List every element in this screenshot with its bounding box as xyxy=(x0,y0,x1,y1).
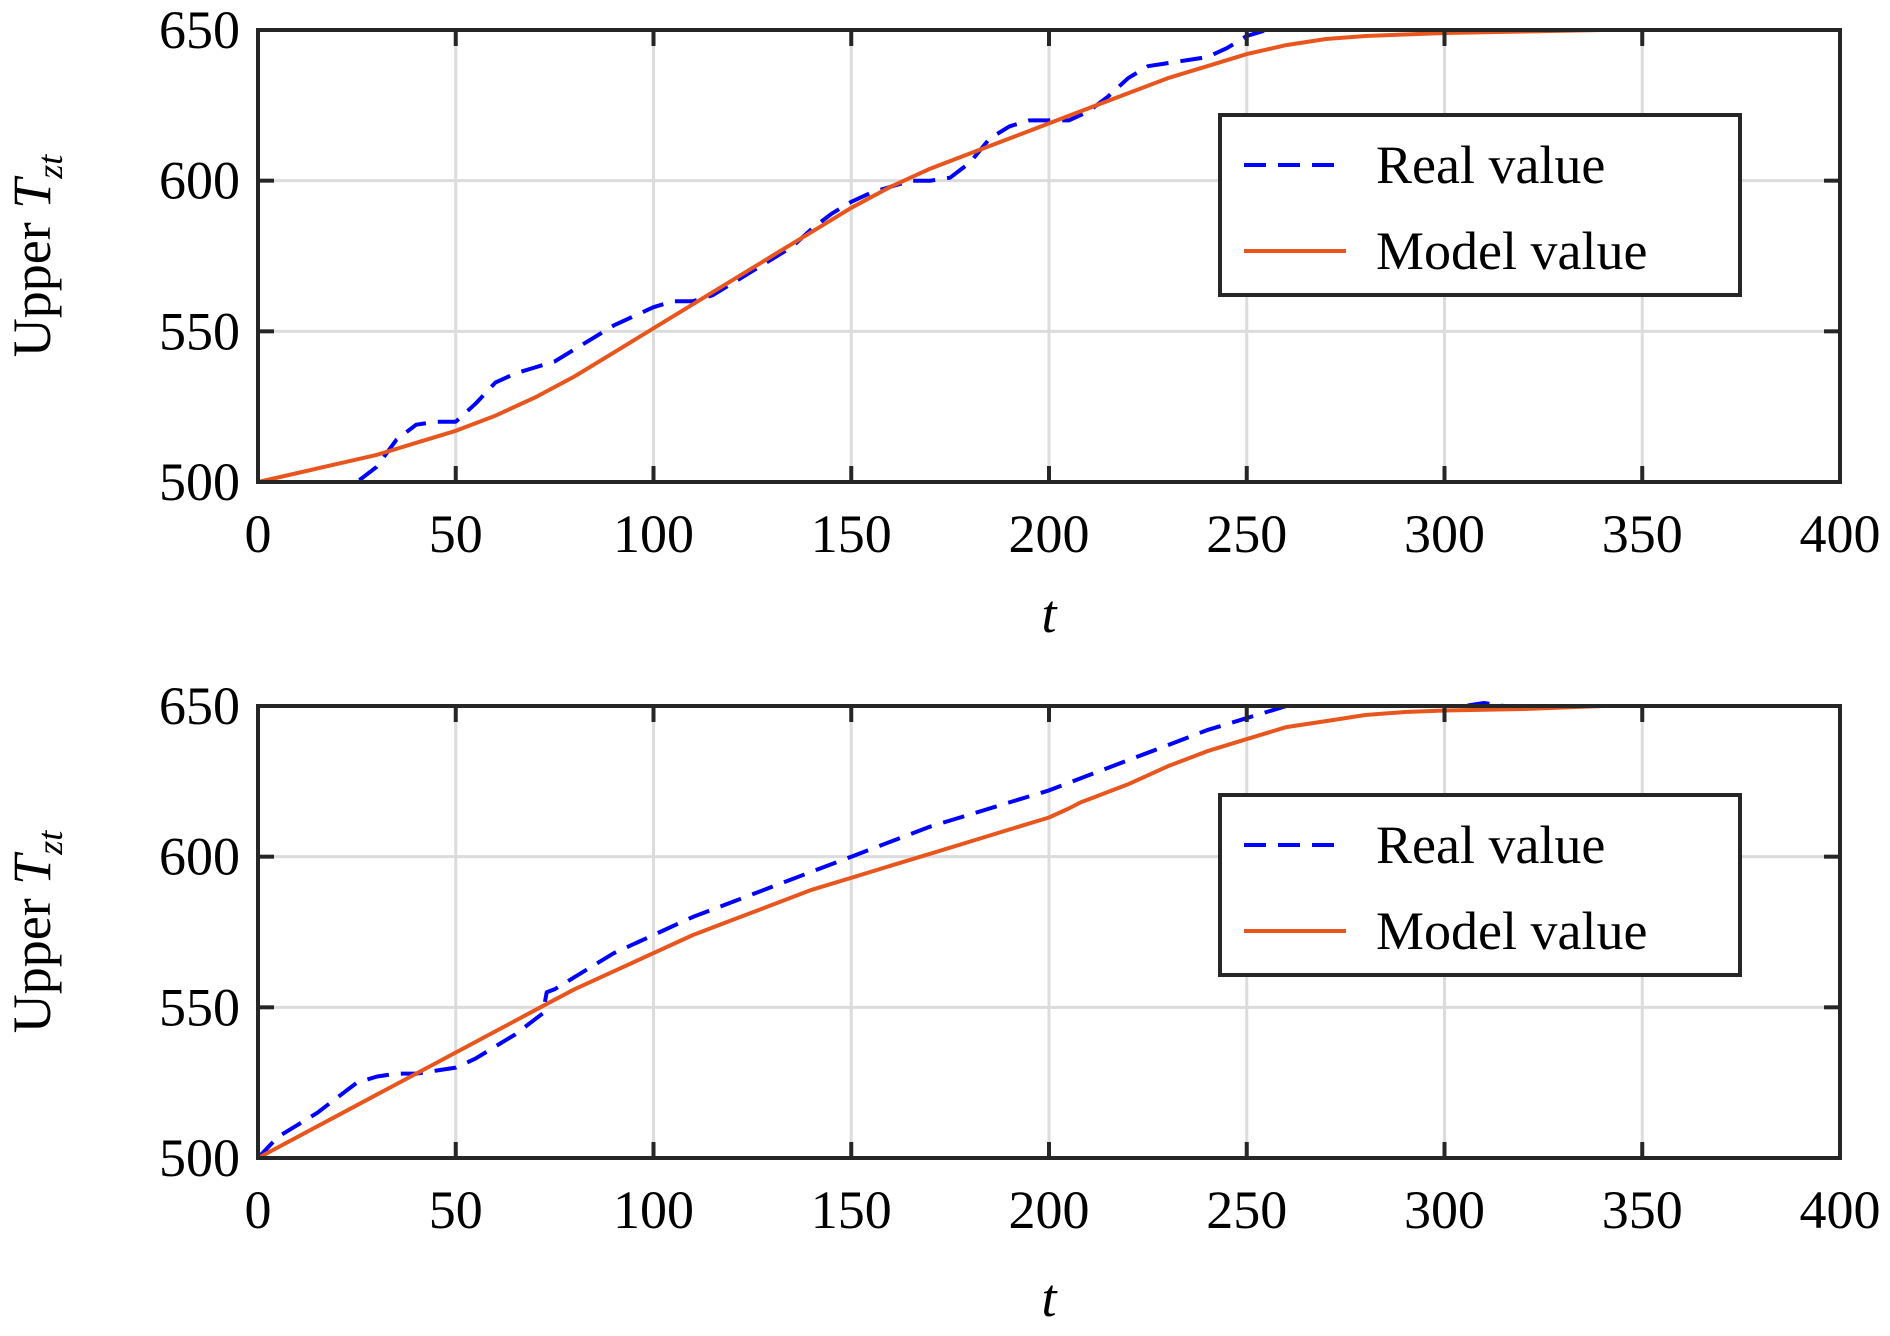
y-axis-title: Upper Tzt xyxy=(2,154,70,358)
legend-box xyxy=(1218,113,1742,297)
x-tick-label: 0 xyxy=(245,504,272,564)
legend-label-model-value: Model value xyxy=(1376,901,1647,961)
x-tick-label: 350 xyxy=(1602,1180,1683,1240)
y-axis-title-prefix: Upper xyxy=(2,885,62,1033)
x-tick-label: 50 xyxy=(429,1180,483,1240)
y-tick-label: 500 xyxy=(159,1128,240,1188)
x-tick-label: 250 xyxy=(1206,1180,1287,1240)
chart-panel-1: 0 50 100 150 200 250 300 350 400 500 550 600 650 t Upp… xyxy=(2,0,1881,644)
legend-box xyxy=(1218,793,1742,977)
y-axis-title-sub: zt xyxy=(30,154,70,180)
x-tick-label: 400 xyxy=(1800,504,1881,564)
y-axis-title-prefix: Upper xyxy=(2,209,62,357)
y-tick-label: 550 xyxy=(159,301,240,361)
series-line-model-value xyxy=(257,704,1840,1160)
x-tick-label: 200 xyxy=(1009,504,1090,564)
y-axis-title-sub: zt xyxy=(30,830,70,856)
y-axis-title-var: T xyxy=(2,851,62,885)
series-line-model-value xyxy=(257,28,1840,484)
legend: Real value Model value xyxy=(1218,113,1742,297)
y-tick-label: 650 xyxy=(159,0,240,60)
legend-label-real-value: Real value xyxy=(1376,135,1605,195)
y-tick-label: 650 xyxy=(159,676,240,736)
x-tick-label: 150 xyxy=(811,504,892,564)
x-tick-label: 300 xyxy=(1404,504,1485,564)
x-tick-label: 200 xyxy=(1009,1180,1090,1240)
legend-label-model-value: Model value xyxy=(1376,221,1647,281)
y-axis-title-var: T xyxy=(2,175,62,209)
x-tick-label: 350 xyxy=(1602,504,1683,564)
x-axis-title: t xyxy=(1041,584,1058,644)
y-tick-label: 600 xyxy=(159,827,240,887)
x-tick-label: 100 xyxy=(613,1180,694,1240)
legend: Real value Model value xyxy=(1218,793,1742,977)
chart-panel-2: 0 50 100 150 200 250 300 350 400 500 550 600 650 t Upp… xyxy=(2,676,1881,1328)
y-axis-title: Upper Tzt xyxy=(2,830,70,1034)
x-tick-label: 300 xyxy=(1404,1180,1485,1240)
x-tick-label: 150 xyxy=(811,1180,892,1240)
y-tick-label: 500 xyxy=(159,452,240,512)
x-tick-label: 50 xyxy=(429,504,483,564)
legend-label-real-value: Real value xyxy=(1376,815,1605,875)
x-tick-label: 400 xyxy=(1800,1180,1881,1240)
y-tick-label: 550 xyxy=(159,977,240,1037)
x-tick-label: 250 xyxy=(1206,504,1287,564)
x-tick-label: 100 xyxy=(613,504,694,564)
x-tick-label: 0 xyxy=(245,1180,272,1240)
y-tick-label: 600 xyxy=(159,151,240,211)
x-axis-title: t xyxy=(1041,1268,1058,1328)
